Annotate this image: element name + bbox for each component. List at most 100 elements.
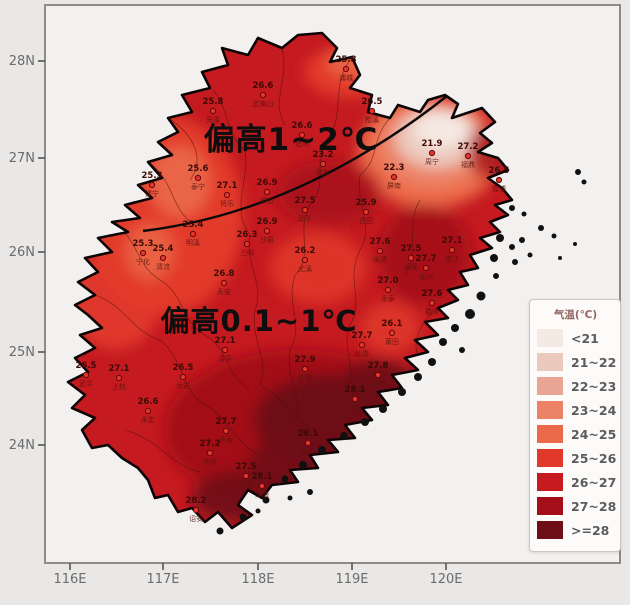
station-name: 闽清 (373, 255, 387, 264)
station-name: 顺昌 (260, 197, 274, 205)
legend-row: 22~23 (537, 374, 616, 398)
y-tick-label: 24N (9, 438, 35, 453)
station-name: 厦门 (301, 447, 315, 456)
legend-label: 24~25 (571, 426, 617, 442)
station-value: 27.5 (236, 462, 257, 472)
legend-row: 26~27 (537, 470, 617, 494)
station-name: 漳平 (218, 354, 232, 363)
legend-label: 21~22 (571, 354, 617, 370)
anomaly-boundary-curve (142, 95, 448, 233)
legend-label: 25~26 (571, 450, 617, 466)
x-axis: 116E 117E 118E 119E 120E (53, 563, 463, 587)
station: 28.1 厦门 (298, 429, 319, 456)
station-value: 23.2 (313, 150, 334, 160)
legend-row: 21~22 (537, 350, 617, 374)
station: 27.1 将乐 (217, 181, 238, 208)
station: 26.2 尤溪 (295, 246, 316, 273)
station-name: 连江 (445, 254, 459, 263)
x-tick-label: 119E (335, 572, 368, 587)
station-value: 27.2 (200, 439, 221, 449)
station-value: 26.5 (362, 97, 383, 107)
station-value: 27.7 (216, 417, 237, 427)
station: 27.7 福州 (416, 254, 437, 281)
station-value: 25.9 (356, 198, 377, 208)
station-name: 建宁 (145, 189, 159, 198)
station-value: 25.4 (183, 220, 204, 230)
station: 27.2 福鼎 (458, 142, 479, 169)
legend-swatch (537, 401, 563, 419)
y-axis: 28N 27N 26N 25N 24N (9, 54, 45, 453)
station-value: 27.0 (378, 276, 399, 286)
station-value: 26.8 (214, 269, 235, 279)
station-value: 26.3 (237, 230, 258, 240)
legend-title: 气温(℃) (553, 309, 598, 321)
south-anomaly-annotation: 偏高0.1~1℃ (161, 304, 358, 338)
y-tick-label: 27N (9, 151, 35, 166)
station: 26.6 武夷山 (253, 81, 274, 108)
station: 27.5 闽侯 (401, 244, 422, 271)
legend-label: >=28 (571, 522, 610, 538)
station-value: 26.6 (253, 81, 274, 91)
station-marker (342, 65, 350, 73)
legend-label: 23~24 (571, 402, 617, 418)
station-marker (82, 371, 90, 379)
station-value: 27.9 (295, 355, 316, 365)
y-tick-label: 26N (9, 245, 35, 260)
station-marker (376, 247, 384, 255)
legend-row: 27~28 (537, 494, 617, 518)
legend-swatch (537, 377, 563, 395)
legend-swatch (537, 353, 563, 371)
station: 26.5 龙岩 (173, 363, 194, 390)
station-name: 诏安 (189, 514, 203, 523)
station-value: 27.6 (422, 289, 443, 299)
station-value: 27.5 (295, 196, 316, 206)
station-marker (407, 254, 415, 262)
station-value: 26.9 (257, 178, 278, 188)
station-name: 霞浦 (492, 184, 506, 193)
station-marker (209, 107, 217, 115)
station: 26.5 霞浦 (489, 166, 510, 193)
station-name: 政和 (316, 168, 330, 177)
station-marker (206, 449, 214, 457)
station-marker (189, 230, 197, 238)
station-marker (384, 286, 392, 294)
station-value: 27.6 (370, 237, 391, 247)
station-marker (358, 341, 366, 349)
x-tick-label: 116E (53, 572, 86, 587)
station-name: 屏南 (387, 181, 401, 190)
station-name: 莆田 (385, 337, 399, 346)
station-value: 25.8 (203, 97, 224, 107)
legend-label: 27~28 (571, 498, 617, 514)
station-marker (362, 208, 370, 216)
station-marker (422, 264, 430, 272)
station-name: 延平 (298, 214, 312, 223)
station-value: 27.1 (215, 336, 236, 346)
north-anomaly-annotation: 偏高1~2℃ (204, 122, 379, 158)
station-marker (220, 279, 228, 287)
station-value: 27.7 (352, 331, 373, 341)
station-name: 龙海 (255, 490, 269, 499)
station-name: 武平 (79, 379, 93, 388)
station: 27.1 上杭 (109, 364, 130, 391)
station-name: 福州 (419, 272, 433, 281)
station: 25.3 建宁 (142, 171, 163, 198)
station-value: 28.1 (345, 385, 366, 395)
station: 25.8 浦城 (336, 55, 357, 82)
legend-swatch (537, 425, 563, 443)
legend-swatch (537, 497, 563, 515)
station-name: 古田 (359, 216, 373, 225)
station-name: 永泰 (381, 294, 395, 303)
legend-label: 26~27 (571, 474, 617, 490)
station-marker (368, 107, 376, 115)
station-marker (139, 249, 147, 257)
station-marker (390, 173, 398, 181)
station-marker (259, 91, 267, 99)
x-tick-label: 118E (241, 572, 274, 587)
station-value: 27.1 (442, 236, 463, 246)
station-marker (194, 174, 202, 182)
station-value: 25.4 (153, 244, 174, 254)
station-marker (464, 152, 472, 160)
station-name: 光泽 (206, 115, 220, 124)
station-marker (144, 407, 152, 415)
station-marker (243, 240, 251, 248)
